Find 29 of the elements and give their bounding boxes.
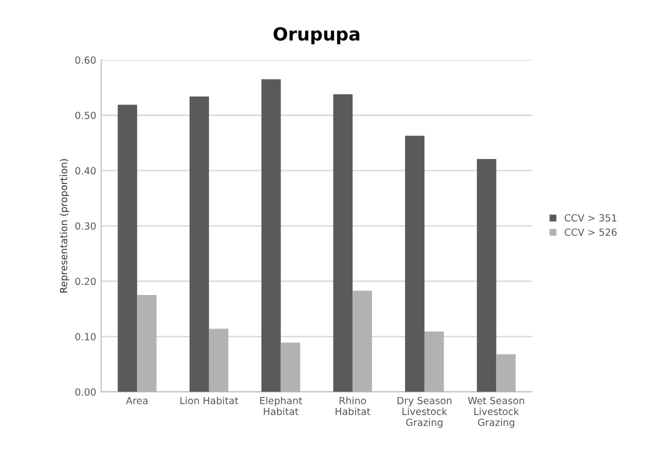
y-tick-label: 0.40: [75, 167, 96, 174]
bar: [424, 332, 444, 392]
x-tick-label: Dry Season Livestock Grazing: [398, 396, 452, 428]
y-tick-label: 0.60: [75, 56, 96, 64]
bar: [137, 295, 157, 392]
bar: [333, 94, 353, 392]
y-tick-label: 0.20: [75, 278, 96, 286]
x-tick-label: Elephant Habitat: [260, 396, 302, 416]
legend-label: CCV > 526: [564, 228, 617, 236]
y-tick-label: 0.10: [75, 333, 96, 340]
y-tick-label: 0.30: [75, 222, 96, 230]
bar: [208, 328, 228, 392]
legend-label: CCV > 351: [564, 214, 616, 222]
bar: [352, 290, 372, 392]
bar: [476, 158, 496, 392]
x-tick-label: Lion Habitat: [180, 396, 238, 404]
bar: [118, 104, 138, 392]
y-tick-label: 0.50: [75, 112, 96, 120]
bar: [190, 96, 209, 392]
bar: [280, 342, 300, 392]
x-tick-label: Wet Season Livestock Grazing: [468, 396, 524, 428]
chart-title: Orupupa: [274, 27, 360, 44]
x-tick-label: Rhino Habitat: [336, 396, 370, 416]
x-tick-label: Area: [126, 397, 148, 404]
bar: [261, 79, 281, 392]
y-tick-label: 0.00: [75, 388, 96, 396]
bar: [496, 354, 516, 392]
y-axis-title: Representation (proportion): [60, 159, 70, 293]
bar: [405, 136, 424, 392]
